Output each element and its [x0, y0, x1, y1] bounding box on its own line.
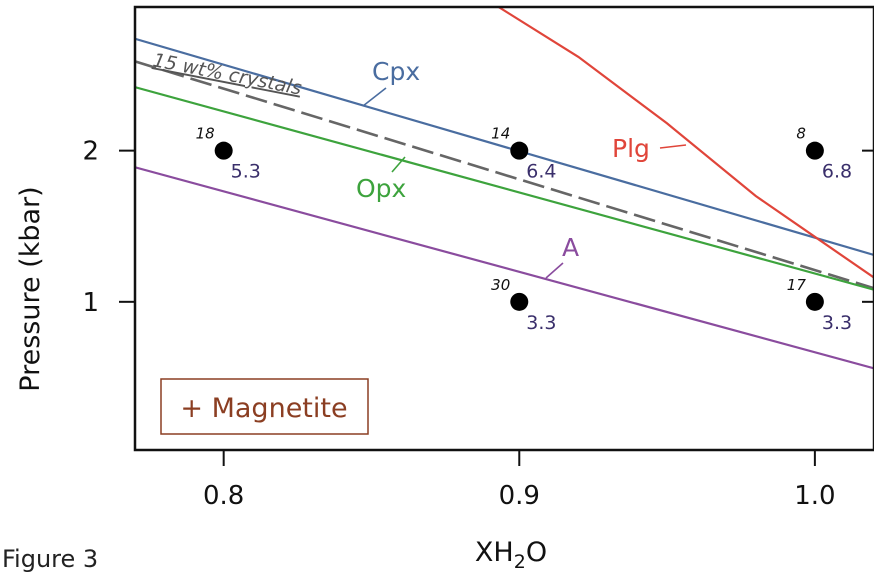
- point-run-label: 30: [491, 276, 510, 294]
- series-label-15wt-crystals: 15 wt% crystals: [151, 49, 303, 99]
- x-tick-label: 1.0: [794, 481, 835, 511]
- point-run-label: 14: [491, 125, 510, 143]
- cpx-label-leader: [362, 87, 387, 107]
- plg-label-leader: [659, 144, 687, 149]
- x-axis-label: XH2O: [475, 537, 547, 572]
- annotation-box: + Magnetite: [160, 378, 369, 435]
- series-label-opx: Opx: [356, 174, 406, 203]
- x-tick-label: 0.8: [203, 481, 244, 511]
- series-line-15-wt-crystals: [135, 60, 874, 290]
- series-label-cpx: Cpx: [372, 57, 420, 86]
- data-point: [510, 292, 529, 311]
- a-label-leader: [545, 262, 564, 279]
- series-line-plg: [498, 7, 874, 279]
- data-point: [805, 292, 824, 311]
- data-point: [805, 141, 824, 160]
- point-value-label: 3.3: [526, 312, 556, 334]
- y-tick-label: 1: [82, 288, 99, 318]
- annotation-magnetite: + Magnetite: [180, 393, 347, 424]
- point-run-label: 8: [796, 125, 806, 143]
- series-line-cpx: [135, 37, 874, 257]
- series-label-a: A: [562, 233, 579, 262]
- y-axis-label: Pressure (kbar): [15, 186, 46, 391]
- y-tick-label: 2: [82, 137, 99, 167]
- figure-caption: Figure 3: [2, 545, 98, 572]
- point-value-label: 3.3: [822, 312, 852, 334]
- point-run-label: 17: [787, 276, 807, 294]
- plot-frame: [133, 5, 874, 452]
- point-value-label: 6.8: [822, 161, 852, 183]
- plot-area-border: [133, 5, 874, 452]
- axis-ticks: 0.8 0.9 1.0 1 2: [82, 137, 874, 511]
- point-value-label: 5.3: [231, 161, 261, 183]
- data-points: 18 5.3 14 6.4 8 6.8 30 3.3 17 3.3: [196, 125, 853, 334]
- series-line-a: [135, 166, 874, 370]
- opx-label-leader: [391, 156, 406, 173]
- series-line-opx: [135, 86, 874, 291]
- data-point: [214, 141, 233, 160]
- x-tick-label: 0.9: [499, 481, 540, 511]
- annotation-border: [160, 378, 369, 435]
- data-point: [510, 141, 529, 160]
- series-labels: Cpx Opx A Plg 15 wt% crystals + Magnetit…: [151, 49, 687, 435]
- series-lines: [135, 7, 874, 370]
- point-run-label: 18: [196, 125, 215, 143]
- point-value-label: 6.4: [526, 161, 556, 183]
- series-label-plg: Plg: [612, 134, 650, 163]
